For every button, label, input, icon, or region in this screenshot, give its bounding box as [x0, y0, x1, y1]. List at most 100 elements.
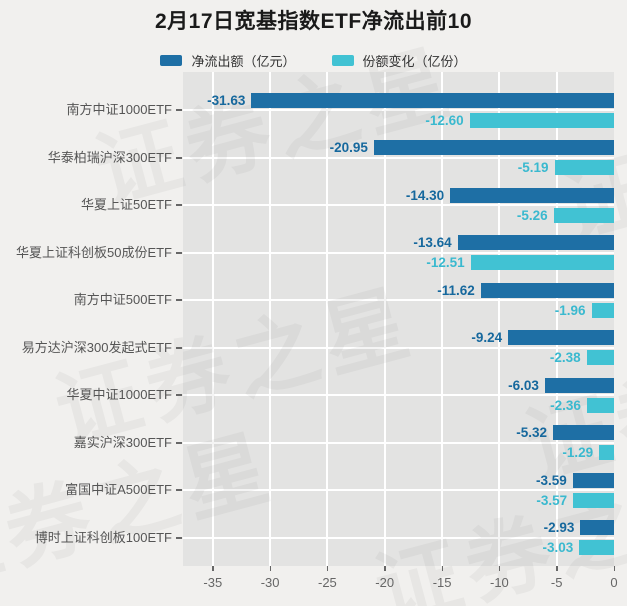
- category-label: 华泰柏瑞沪深300ETF: [47, 149, 172, 165]
- category-gridline: [183, 394, 614, 396]
- x-gridline: [555, 72, 558, 566]
- x-axis-tick-label: -5: [550, 575, 563, 590]
- category-label: 富国中证A500ETF: [65, 482, 172, 497]
- y-axis-tick: [176, 251, 182, 254]
- bar-share-change: [586, 350, 614, 365]
- x-gridline: [498, 72, 501, 566]
- category-gridline: [183, 299, 614, 301]
- y-axis-tick: [176, 109, 182, 111]
- share-change-value: -12.60: [425, 112, 464, 128]
- bar-net-outflow: [508, 330, 614, 345]
- bar-net-outflow: [580, 520, 614, 535]
- bar-net-outflow: [544, 377, 614, 393]
- net-outflow-value: -6.03: [508, 377, 539, 393]
- category-gridline: [183, 489, 614, 491]
- category-label: 南方中证500ETF: [73, 292, 172, 307]
- x-axis-tick-label: -20: [375, 575, 395, 590]
- netflow-swatch-icon: [160, 54, 183, 66]
- legend-item-sharechange[interactable]: 份额变化（亿份）: [331, 51, 467, 70]
- bar-net-outflow: [450, 187, 614, 203]
- category-gridline: [183, 346, 614, 349]
- x-gridline: [383, 72, 386, 566]
- category-gridline: [183, 109, 614, 111]
- net-outflow-value: -5.32: [516, 425, 547, 440]
- net-outflow-value: -9.24: [471, 330, 503, 345]
- x-axis-tick-label: -10: [489, 575, 509, 590]
- net-outflow-value: -20.95: [329, 140, 368, 155]
- x-axis-tick: [269, 566, 272, 571]
- legend-sharechange-label: 份额变化（亿份）: [362, 53, 467, 69]
- x-axis-tick: [212, 566, 214, 571]
- x-axis-tick: [613, 566, 615, 571]
- x-axis-tick-label: -15: [432, 575, 452, 590]
- legend-item-netflow[interactable]: 净流出额（亿元）: [160, 51, 296, 70]
- category-gridline: [183, 536, 614, 539]
- share-change-value: -2.36: [550, 397, 581, 413]
- share-change-value: -5.26: [516, 207, 548, 223]
- category-label: 华夏上证科创板50成份ETF: [15, 244, 172, 260]
- net-outflow-value: -11.62: [437, 282, 475, 298]
- y-axis-tick: [176, 536, 182, 539]
- net-outflow-value: -14.30: [405, 187, 445, 203]
- bar-share-change: [554, 160, 614, 175]
- x-gridline: [211, 72, 214, 566]
- x-axis-tick: [326, 566, 329, 571]
- x-gridline: [269, 72, 272, 566]
- sharechange-swatch-icon: [331, 54, 354, 66]
- x-gridline: [441, 72, 444, 566]
- chart-title: 2月17日宽基指数ETF净流出前10: [154, 10, 473, 33]
- net-outflow-value: -3.59: [536, 472, 567, 488]
- category-label: 华夏中证1000ETF: [66, 387, 172, 402]
- x-axis-tick-label: -30: [260, 575, 280, 590]
- bar-net-outflow: [572, 472, 614, 488]
- bar-share-change: [591, 302, 614, 318]
- x-axis-tick: [384, 566, 386, 571]
- y-axis-tick: [176, 489, 182, 491]
- bar-net-outflow: [373, 140, 614, 155]
- x-axis-tick-label: 0: [610, 575, 618, 590]
- bar-share-change: [573, 492, 614, 508]
- share-change-value: -2.38: [549, 350, 581, 365]
- bar-share-change: [586, 397, 614, 413]
- x-axis-tick-label: -35: [203, 575, 223, 590]
- bar-share-change: [470, 255, 614, 270]
- share-change-value: -1.96: [554, 302, 586, 318]
- y-axis-tick: [176, 299, 182, 301]
- y-axis-tick: [176, 441, 182, 444]
- net-outflow-value: -31.63: [207, 92, 246, 108]
- category-label: 易方达沪深300发起式ETF: [21, 339, 172, 355]
- net-outflow-value: -2.93: [543, 520, 575, 535]
- share-change-value: -12.51: [426, 255, 465, 270]
- bar-net-outflow: [480, 282, 614, 298]
- bar-net-outflow: [457, 235, 614, 250]
- category-label: 华夏上证50ETF: [80, 197, 172, 212]
- legend-netflow-label: 净流出额（亿元）: [191, 53, 296, 69]
- x-axis-tick: [556, 566, 558, 571]
- category-label: 嘉实沪深300ETF: [73, 434, 172, 450]
- bar-share-change: [469, 112, 614, 128]
- x-axis-tick-label: -25: [317, 575, 337, 590]
- category-gridline: [183, 251, 614, 254]
- chart-legend: 净流出额（亿元） 份额变化（亿份）: [0, 51, 627, 69]
- category-gridline: [183, 156, 614, 159]
- y-axis-tick: [176, 156, 182, 159]
- x-gridline: [326, 72, 329, 566]
- share-change-value: -5.19: [517, 160, 549, 175]
- category-label: 博时上证科创板100ETF: [34, 529, 172, 545]
- x-axis-tick: [498, 566, 501, 571]
- bar-share-change: [553, 207, 614, 223]
- bar-share-change: [599, 445, 614, 460]
- category-gridline: [183, 204, 614, 206]
- share-change-value: -1.29: [562, 445, 594, 460]
- y-axis-tick: [176, 346, 182, 349]
- net-outflow-value: -13.64: [413, 235, 452, 250]
- x-axis-tick: [441, 566, 444, 571]
- bar-net-outflow: [251, 92, 614, 108]
- y-axis-tick: [176, 394, 182, 396]
- bar-share-change: [579, 540, 614, 555]
- y-axis-tick: [176, 204, 182, 206]
- share-change-value: -3.57: [536, 492, 568, 508]
- share-change-value: -3.03: [542, 540, 574, 555]
- category-gridline: [183, 441, 614, 444]
